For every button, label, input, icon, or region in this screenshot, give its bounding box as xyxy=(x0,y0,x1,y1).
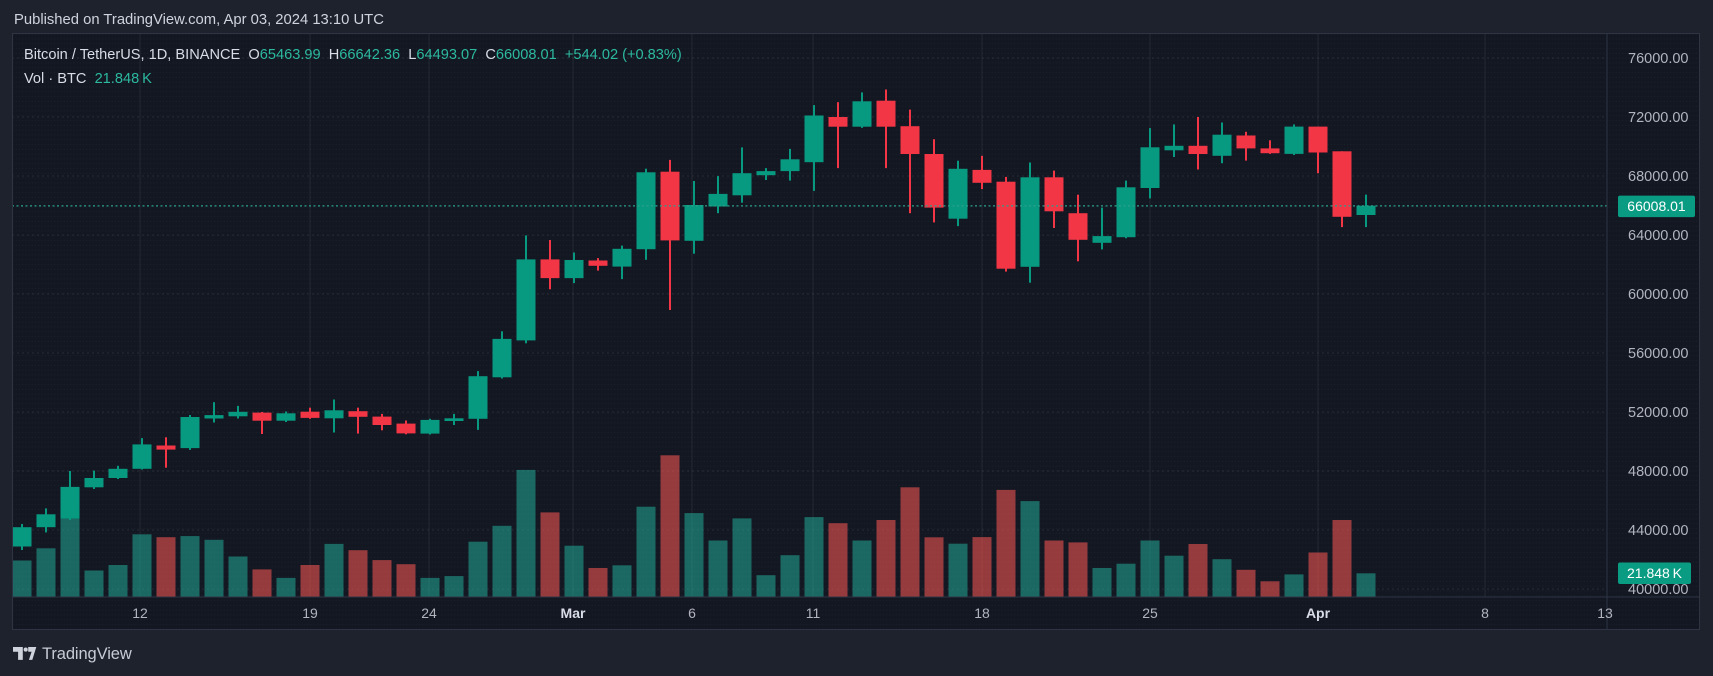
svg-text:8: 8 xyxy=(1481,605,1489,621)
svg-text:76000.00: 76000.00 xyxy=(1628,51,1688,67)
svg-text:56000.00: 56000.00 xyxy=(1628,346,1688,362)
svg-text:21.848 K: 21.848 K xyxy=(1627,565,1683,581)
svg-text:60000.00: 60000.00 xyxy=(1628,287,1688,303)
svg-text:Apr: Apr xyxy=(1306,605,1331,621)
svg-text:25: 25 xyxy=(1142,605,1158,621)
svg-text:Mar: Mar xyxy=(561,605,586,621)
svg-text:52000.00: 52000.00 xyxy=(1628,405,1688,421)
svg-text:12: 12 xyxy=(132,605,148,621)
svg-text:11: 11 xyxy=(806,605,821,621)
svg-text:64000.00: 64000.00 xyxy=(1628,228,1688,244)
svg-text:24: 24 xyxy=(421,605,437,621)
svg-text:40000.00: 40000.00 xyxy=(1628,582,1688,598)
svg-text:13: 13 xyxy=(1597,605,1613,621)
svg-text:68000.00: 68000.00 xyxy=(1628,169,1688,185)
svg-text:44000.00: 44000.00 xyxy=(1628,523,1688,539)
svg-text:19: 19 xyxy=(302,605,318,621)
svg-text:72000.00: 72000.00 xyxy=(1628,110,1688,126)
svg-text:48000.00: 48000.00 xyxy=(1628,464,1688,480)
svg-text:18: 18 xyxy=(974,605,990,621)
svg-text:66008.01: 66008.01 xyxy=(1627,198,1686,214)
svg-text:6: 6 xyxy=(688,605,696,621)
